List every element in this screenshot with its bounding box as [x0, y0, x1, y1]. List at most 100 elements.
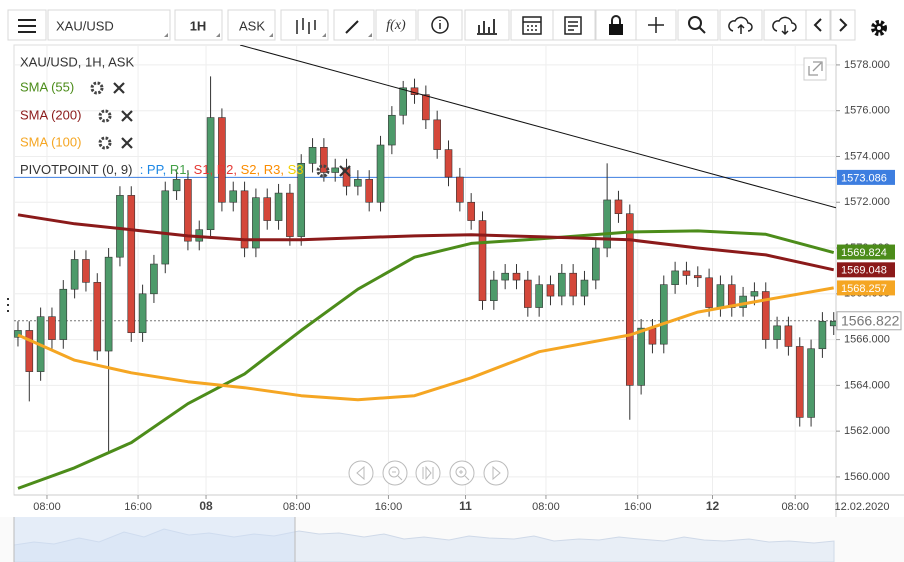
- candle-body: [14, 330, 22, 338]
- candle-body: [569, 272, 577, 297]
- candle-body: [274, 192, 283, 221]
- legend-label: SMA (100): [20, 134, 81, 149]
- calendar-button[interactable]: [510, 9, 554, 41]
- candle-body: [82, 259, 90, 283]
- price-label-bg: [837, 169, 895, 185]
- price-label: 1568.257: [841, 283, 887, 295]
- scroll-left-button[interactable]: [805, 9, 831, 41]
- menu-button[interactable]: [7, 9, 47, 41]
- remove-icon[interactable]: [121, 110, 133, 122]
- candle-body: [127, 195, 136, 334]
- navigator: [0, 517, 904, 562]
- resize-handle[interactable]: [7, 298, 9, 312]
- price-label: 1573.086: [841, 172, 887, 184]
- nav-reset[interactable]: [415, 460, 441, 486]
- draw-button[interactable]: [333, 9, 375, 41]
- indicators-button[interactable]: f(x): [375, 9, 417, 41]
- nav-left[interactable]: [348, 460, 374, 486]
- candle-body: [603, 199, 611, 249]
- stats-button[interactable]: [464, 9, 510, 41]
- candle-body: [116, 195, 124, 258]
- sma-line: [17, 229, 835, 490]
- candle-body: [93, 282, 102, 352]
- legend-label: SMA (55): [20, 79, 74, 94]
- symbol-input[interactable]: XAU/USD: [47, 9, 171, 41]
- x-tick-label: 08:00: [781, 501, 809, 513]
- scroll-right-button[interactable]: [830, 9, 856, 41]
- x-tick-label: 16:00: [624, 501, 652, 513]
- price-label: 1569.824: [841, 247, 887, 259]
- report-button[interactable]: [552, 9, 596, 41]
- candle-body: [218, 117, 226, 203]
- axes: 1560.0001562.0001564.0001566.0001568.000…: [33, 59, 902, 513]
- candle-body: [716, 284, 725, 308]
- remove-icon[interactable]: [339, 165, 351, 177]
- navigator-window[interactable]: [14, 517, 295, 562]
- candle-body: [308, 147, 317, 164]
- candle-body: [490, 279, 498, 301]
- candle-body: [818, 320, 827, 350]
- nav-controls: [348, 460, 509, 486]
- price-side-button[interactable]: ASK: [227, 9, 276, 41]
- crosshair-button[interactable]: [635, 9, 677, 41]
- y-tick-label: 1578.000: [844, 59, 890, 71]
- info-button[interactable]: [417, 9, 463, 41]
- nav-right[interactable]: [483, 460, 509, 486]
- zoom-button[interactable]: [677, 9, 719, 41]
- candle-body: [512, 272, 521, 281]
- x-tick-label: 12: [706, 499, 720, 513]
- settings-icon[interactable]: [316, 164, 330, 178]
- candle-body: [648, 327, 657, 345]
- candle-body: [263, 197, 272, 221]
- candle-body: [592, 247, 600, 281]
- candle-body: [25, 330, 34, 372]
- pivot-level: R2,: [213, 162, 237, 177]
- candle-body: [558, 272, 566, 297]
- x-tick-label: 08:00: [532, 501, 560, 513]
- candle-body: [795, 346, 804, 418]
- settings-button[interactable]: [871, 20, 887, 36]
- pivot-name: PIVOTPOINT (0, 9): [20, 162, 132, 177]
- legend-header: XAU/USD, 1H, ASK: [20, 54, 134, 69]
- settings-icon[interactable]: [98, 136, 112, 150]
- legend: XAU/USD, 1H, ASK SMA (55) SMA (200) SMA (1…: [20, 54, 351, 178]
- candle-body: [614, 199, 623, 214]
- legend-item: PIVOTPOINT (0, 9) : PP, R1, S1, R2, S2, …: [20, 162, 351, 178]
- y-tick-label: 1560.000: [844, 471, 890, 483]
- chart-type-button[interactable]: [280, 9, 329, 41]
- candle-body: [501, 272, 509, 281]
- nav-zoom-out[interactable]: [382, 460, 408, 486]
- trendline: [239, 45, 836, 209]
- candle-body: [671, 270, 679, 285]
- price-label-bg: [837, 262, 895, 278]
- settings-icon[interactable]: [90, 81, 104, 95]
- y-tick-label: 1564.000: [844, 379, 890, 391]
- candle-body: [829, 320, 836, 327]
- legend-item: SMA (100): [20, 134, 133, 150]
- nav-zoom-in[interactable]: [449, 460, 475, 486]
- remove-icon[interactable]: [113, 82, 125, 94]
- candle-body: [433, 119, 441, 150]
- remove-icon[interactable]: [121, 137, 133, 149]
- interval-button[interactable]: 1H: [174, 9, 223, 41]
- candle-body: [286, 192, 294, 237]
- candle-body: [331, 167, 340, 173]
- candle-body: [422, 94, 430, 121]
- download-button[interactable]: [763, 9, 807, 41]
- candle-body: [240, 190, 249, 249]
- candle-body: [444, 149, 453, 178]
- lock-button[interactable]: [595, 9, 637, 41]
- candle-body: [229, 190, 238, 203]
- legend-label: PIVOTPOINT (0, 9) : PP, R1, S1, R2, S2, …: [20, 162, 304, 177]
- upload-button[interactable]: [719, 9, 763, 41]
- settings-icon[interactable]: [98, 109, 112, 123]
- candle-body: [761, 291, 770, 340]
- fx: f(x): [386, 18, 406, 33]
- y-tick-label: 1574.000: [844, 150, 890, 162]
- sma-line: [17, 213, 835, 272]
- x-tick-label: 08:00: [283, 501, 311, 513]
- y-tick-label: 1572.000: [844, 196, 890, 208]
- candle-body: [456, 176, 464, 203]
- candle-body: [659, 284, 668, 345]
- expand-button[interactable]: [803, 57, 827, 81]
